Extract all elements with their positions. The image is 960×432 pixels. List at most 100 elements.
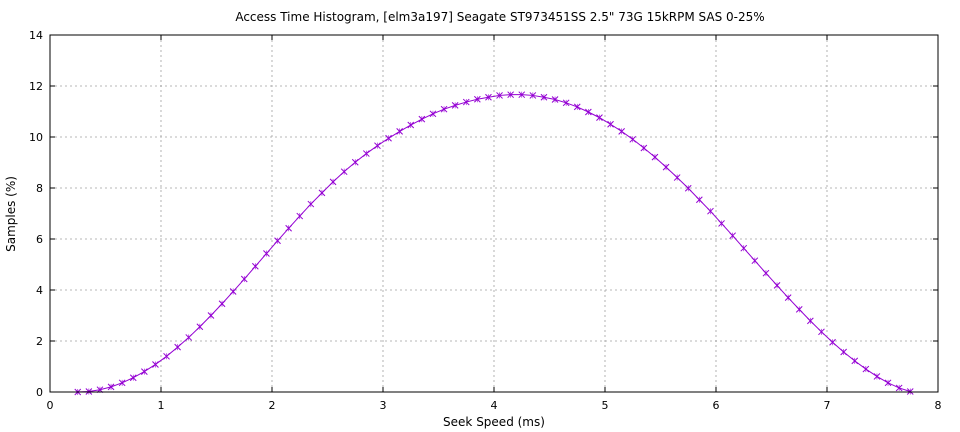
data-point bbox=[307, 200, 315, 208]
data-point bbox=[229, 288, 237, 295]
series-line bbox=[77, 94, 911, 393]
data-point bbox=[329, 178, 337, 186]
data-point bbox=[718, 220, 725, 227]
data-point bbox=[818, 328, 825, 336]
data-point bbox=[196, 323, 204, 331]
data-point bbox=[695, 196, 703, 204]
data-point bbox=[451, 102, 459, 109]
data-point bbox=[85, 388, 93, 395]
plot-frame bbox=[49, 34, 939, 393]
y-tick-label: 12 bbox=[29, 80, 43, 93]
data-point bbox=[440, 105, 448, 113]
data-point bbox=[362, 150, 370, 157]
y-tick-label: 14 bbox=[29, 29, 43, 42]
x-tick-label: 1 bbox=[158, 399, 165, 412]
y-tick-label: 4 bbox=[36, 284, 43, 297]
data-point bbox=[296, 212, 304, 220]
x-tick-label: 7 bbox=[824, 399, 831, 412]
y-axis-label: Samples (%) bbox=[4, 176, 18, 252]
x-tick-label: 3 bbox=[380, 399, 387, 412]
x-tick-label: 5 bbox=[602, 399, 609, 412]
data-point bbox=[851, 357, 859, 365]
x-axis-label: Seek Speed (ms) bbox=[443, 415, 545, 429]
data-point bbox=[374, 142, 381, 150]
data-point bbox=[351, 158, 359, 166]
data-point bbox=[629, 135, 637, 143]
data-point bbox=[773, 282, 781, 289]
data-point bbox=[862, 365, 870, 373]
data-point bbox=[318, 189, 326, 197]
data-point bbox=[584, 108, 592, 116]
data-point bbox=[829, 338, 836, 346]
data-point bbox=[640, 144, 648, 152]
data-point bbox=[462, 98, 470, 106]
data-point bbox=[562, 99, 570, 107]
data-point bbox=[540, 93, 548, 101]
data-point bbox=[218, 300, 226, 308]
data-point bbox=[684, 184, 692, 192]
y-tick-label: 0 bbox=[36, 386, 43, 399]
data-point bbox=[596, 114, 603, 121]
data-point bbox=[185, 334, 193, 341]
data-point bbox=[884, 379, 892, 387]
data-point bbox=[607, 120, 614, 128]
data-point bbox=[396, 128, 404, 135]
data-point bbox=[129, 374, 137, 382]
data-point bbox=[207, 312, 215, 319]
data-point bbox=[618, 128, 626, 135]
data-point bbox=[385, 134, 392, 142]
data-point bbox=[740, 244, 748, 252]
data-point bbox=[662, 163, 670, 171]
data-point bbox=[651, 153, 659, 161]
data-point bbox=[729, 232, 737, 240]
y-tick-label: 2 bbox=[36, 335, 43, 348]
data-point bbox=[140, 368, 148, 375]
data-point bbox=[784, 294, 792, 302]
data-point bbox=[163, 352, 170, 360]
data-point bbox=[840, 348, 848, 356]
data-point bbox=[485, 93, 492, 101]
data-point bbox=[174, 343, 182, 351]
x-tick-label: 2 bbox=[269, 399, 276, 412]
y-tick-label: 6 bbox=[36, 233, 43, 246]
data-point bbox=[906, 388, 914, 395]
data-point bbox=[429, 110, 437, 118]
x-tick-label: 4 bbox=[491, 399, 498, 412]
data-point bbox=[152, 361, 159, 368]
data-point bbox=[895, 384, 903, 392]
y-tick-label: 10 bbox=[29, 131, 43, 144]
data-point bbox=[473, 95, 481, 103]
x-tick-label: 8 bbox=[935, 399, 942, 412]
data-point bbox=[274, 237, 281, 245]
data-point bbox=[551, 96, 559, 103]
x-tick-label: 0 bbox=[47, 399, 54, 412]
data-point bbox=[251, 262, 259, 270]
data-point bbox=[107, 383, 115, 391]
x-tick-label: 6 bbox=[713, 399, 720, 412]
data-point bbox=[263, 250, 270, 257]
data-point bbox=[340, 168, 348, 176]
data-point bbox=[795, 306, 803, 313]
data-point bbox=[518, 91, 526, 99]
data-point bbox=[751, 257, 759, 265]
data-point bbox=[762, 269, 770, 277]
data-point bbox=[707, 207, 714, 215]
data-point bbox=[507, 91, 515, 99]
series-layer bbox=[74, 91, 914, 396]
data-point bbox=[873, 373, 881, 380]
grid-lines bbox=[50, 35, 938, 392]
data-point bbox=[118, 379, 126, 387]
data-point bbox=[529, 92, 537, 99]
data-point bbox=[285, 224, 293, 232]
data-point bbox=[240, 275, 248, 283]
data-point bbox=[573, 103, 581, 111]
data-point bbox=[407, 121, 415, 129]
data-point bbox=[806, 317, 814, 325]
data-point bbox=[496, 92, 503, 99]
chart-title: Access Time Histogram, [elm3a197] Seagat… bbox=[235, 10, 764, 24]
data-point bbox=[418, 115, 426, 123]
data-point bbox=[673, 174, 681, 181]
y-tick-label: 8 bbox=[36, 182, 43, 195]
